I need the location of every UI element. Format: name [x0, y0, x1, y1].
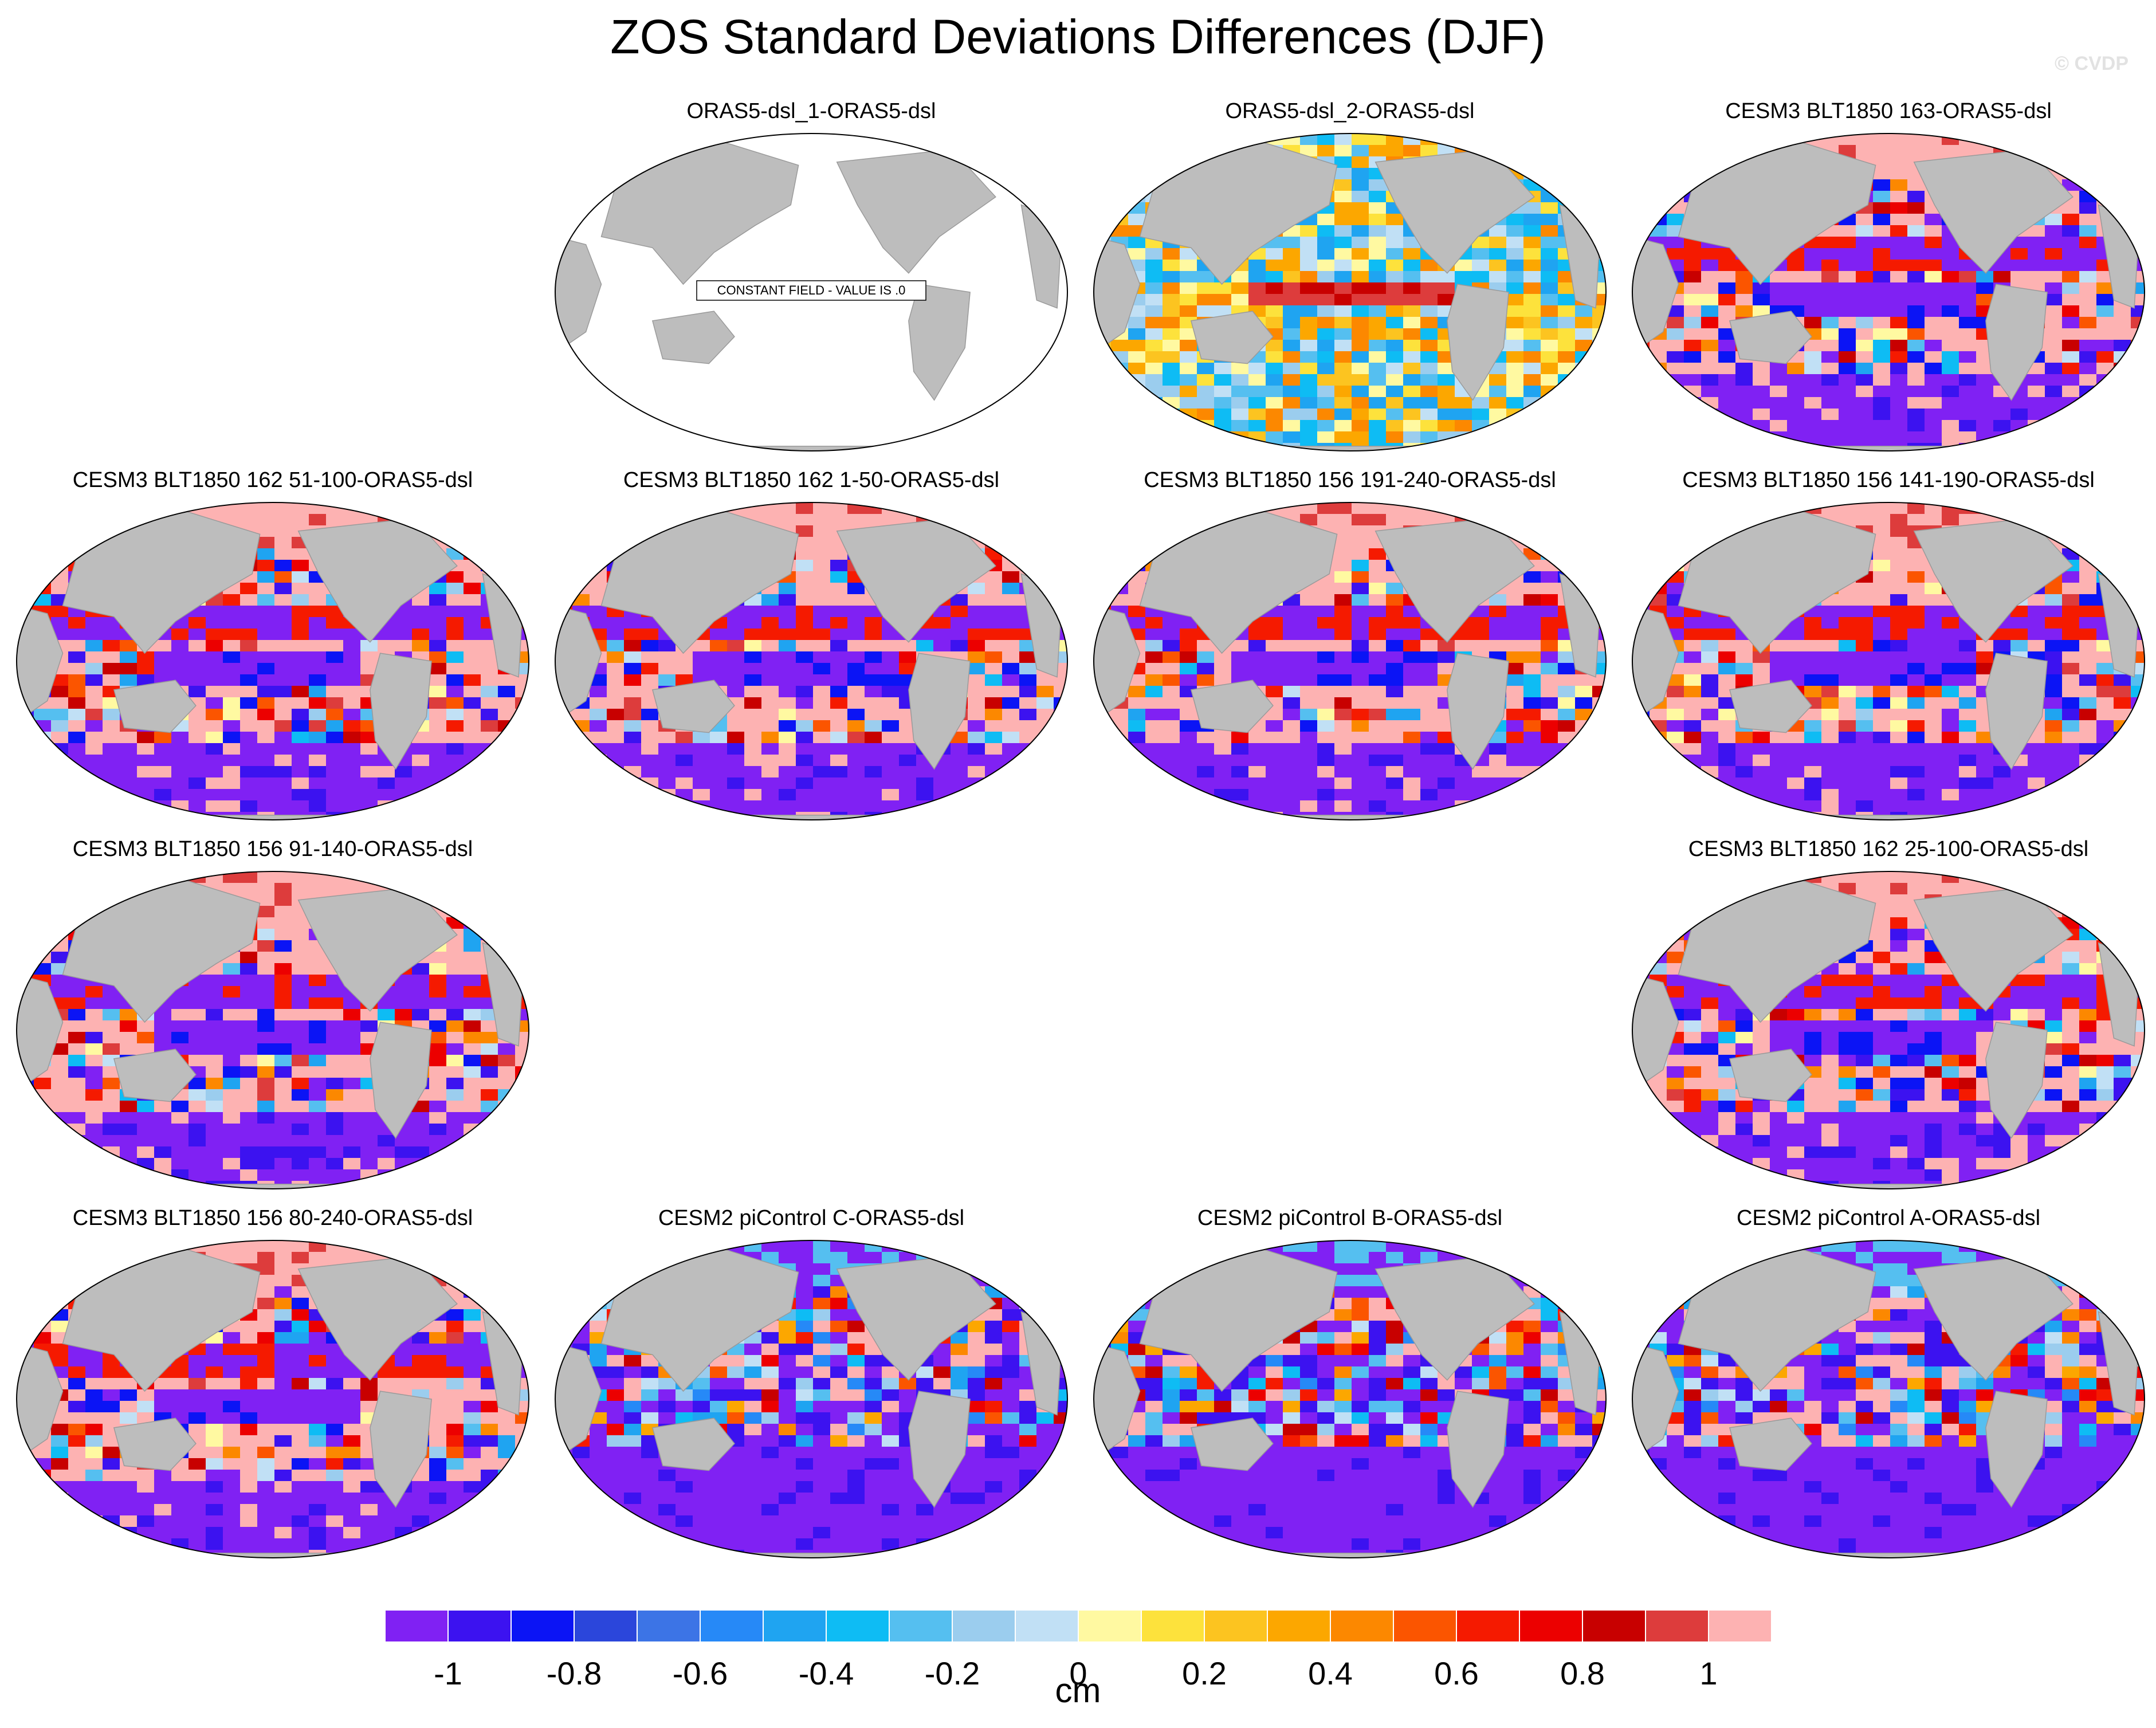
map-field: [1081, 126, 1619, 458]
colorbar-swatch: [574, 1610, 637, 1642]
figure-title: ZOS Standard Deviations Differences (DJF…: [0, 8, 2156, 65]
map-panel: CESM3 BLT1850 156 80-240-ORAS5-dsl: [3, 1203, 542, 1570]
colorbar-swatch: [1519, 1610, 1582, 1642]
colorbar-swatch: [1709, 1610, 1772, 1642]
map-panel: ORAS5-dsl_2-ORAS5-dsl: [1081, 96, 1619, 463]
map-panel: CESM2 piControl A-ORAS5-dsl: [1619, 1203, 2156, 1570]
map-field: [1619, 864, 2156, 1196]
colorbar-swatch: [1646, 1610, 1709, 1642]
colorbar-swatch: [1078, 1610, 1141, 1642]
map-panel: CESM3 BLT1850 162 25-100-ORAS5-dsl: [1619, 834, 2156, 1201]
map-panel: CESM2 piControl C-ORAS5-dsl: [542, 1203, 1081, 1570]
colorbar-swatch: [1204, 1610, 1267, 1642]
map-field: [1619, 1233, 2156, 1565]
map-panel: CESM3 BLT1850 156 191-240-ORAS5-dsl: [1081, 465, 1619, 832]
colorbar-swatch: [637, 1610, 700, 1642]
map-panel: CESM3 BLT1850 163-ORAS5-dsl: [1619, 96, 2156, 463]
panel-title: CESM3 BLT1850 162 51-100-ORAS5-dsl: [3, 465, 542, 495]
colorbar-swatch: [1393, 1610, 1456, 1642]
map-8: [1619, 864, 2156, 1196]
colorbar-swatch: [1267, 1610, 1330, 1642]
map-panel: ORAS5-dsl_1-ORAS5-dsl CONSTANT FIELD - V…: [542, 96, 1081, 463]
map-field: [542, 1233, 1081, 1565]
map-ortho-0: CONSTANT FIELD - VALUE IS .0: [542, 126, 1081, 458]
panel-title: CESM3 BLT1850 162 1-50-ORAS5-dsl: [542, 465, 1081, 495]
map-11: [1081, 1233, 1619, 1565]
map-6: [1619, 495, 2156, 827]
panel-title: CESM3 BLT1850 156 91-140-ORAS5-dsl: [3, 834, 542, 864]
colorbar-swatch: [700, 1610, 763, 1642]
colorbar-swatch: [763, 1610, 826, 1642]
map-field: [3, 864, 542, 1196]
map-field: [542, 495, 1081, 827]
panel-title: CESM3 BLT1850 163-ORAS5-dsl: [1619, 96, 2156, 126]
map-10: [542, 1233, 1081, 1565]
colorbar-swatch: [1330, 1610, 1393, 1642]
map-5: [1081, 495, 1619, 827]
panel-title: CESM3 BLT1850 162 25-100-ORAS5-dsl: [1619, 834, 2156, 864]
map-field: [1081, 495, 1619, 827]
map-3: [3, 495, 542, 827]
colorbar-swatch: [448, 1610, 511, 1642]
map-field: [1619, 126, 2156, 458]
map-field: [3, 1233, 542, 1565]
colorbar-swatch: [826, 1610, 889, 1642]
colorbar-swatch: [1141, 1610, 1204, 1642]
colorbar-swatch: [1456, 1610, 1519, 1642]
map-12: [1619, 1233, 2156, 1565]
panel-title: CESM2 piControl A-ORAS5-dsl: [1619, 1203, 2156, 1233]
credit-watermark: © CVDP: [2055, 53, 2128, 75]
map-field: [1081, 1233, 1619, 1565]
panel-title: CESM3 BLT1850 156 191-240-ORAS5-dsl: [1081, 465, 1619, 495]
constant-field-note: CONSTANT FIELD - VALUE IS .0: [717, 283, 906, 297]
colorbar-swatch: [889, 1610, 952, 1642]
map-panel: CESM3 BLT1850 156 141-190-ORAS5-dsl: [1619, 465, 2156, 832]
map-panel: CESM2 piControl B-ORAS5-dsl: [1081, 1203, 1619, 1570]
panel-title: CESM2 piControl C-ORAS5-dsl: [542, 1203, 1081, 1233]
colorbar-unit-label: cm: [0, 1671, 2156, 1711]
panel-title: CESM2 piControl B-ORAS5-dsl: [1081, 1203, 1619, 1233]
map-panel: CESM3 BLT1850 162 1-50-ORAS5-dsl: [542, 465, 1081, 832]
map-2: [1619, 126, 2156, 458]
map-panel: CESM3 BLT1850 156 91-140-ORAS5-dsl: [3, 834, 542, 1201]
colorbar-swatch: [1582, 1610, 1646, 1642]
map-1: [1081, 126, 1619, 458]
map-9: [3, 1233, 542, 1565]
panel-title: CESM3 BLT1850 156 141-190-ORAS5-dsl: [1619, 465, 2156, 495]
map-7: [3, 864, 542, 1196]
colorbar-swatch: [511, 1610, 574, 1642]
panel-title: ORAS5-dsl_1-ORAS5-dsl: [542, 96, 1081, 126]
panel-title: ORAS5-dsl_2-ORAS5-dsl: [1081, 96, 1619, 126]
colorbar-swatch: [1015, 1610, 1078, 1642]
panel-title: CESM3 BLT1850 156 80-240-ORAS5-dsl: [3, 1203, 542, 1233]
map-panel: CESM3 BLT1850 162 51-100-ORAS5-dsl: [3, 465, 542, 832]
map-field: [3, 495, 542, 827]
colorbar-swatch: [385, 1610, 448, 1642]
map-field: [1619, 495, 2156, 827]
colorbar-swatch: [952, 1610, 1015, 1642]
map-4: [542, 495, 1081, 827]
